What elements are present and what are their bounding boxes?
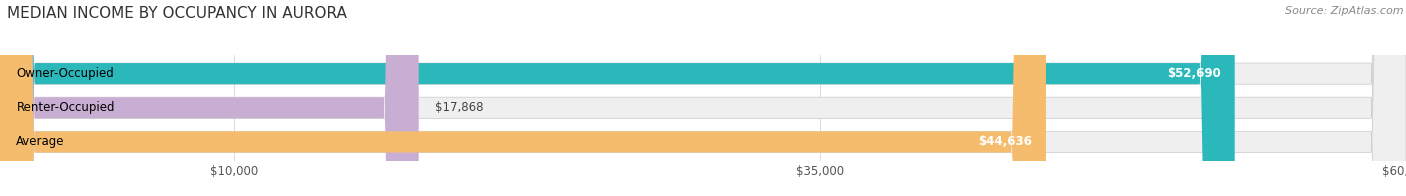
- FancyBboxPatch shape: [0, 0, 419, 196]
- Text: $52,690: $52,690: [1167, 67, 1220, 80]
- FancyBboxPatch shape: [0, 0, 1046, 196]
- Text: $17,868: $17,868: [434, 101, 484, 114]
- FancyBboxPatch shape: [0, 0, 1234, 196]
- Text: Source: ZipAtlas.com: Source: ZipAtlas.com: [1285, 6, 1403, 16]
- Text: Renter-Occupied: Renter-Occupied: [17, 101, 115, 114]
- Text: Average: Average: [17, 135, 65, 148]
- Text: Owner-Occupied: Owner-Occupied: [17, 67, 114, 80]
- Text: $44,636: $44,636: [979, 135, 1032, 148]
- Text: MEDIAN INCOME BY OCCUPANCY IN AURORA: MEDIAN INCOME BY OCCUPANCY IN AURORA: [7, 6, 347, 21]
